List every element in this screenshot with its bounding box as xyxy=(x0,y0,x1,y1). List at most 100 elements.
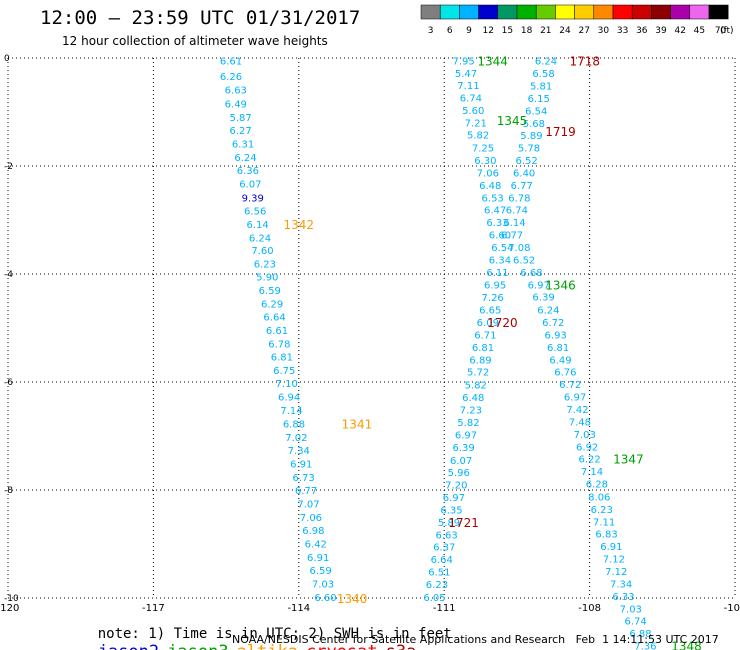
satellite-name-cryosat: cryosat xyxy=(306,642,378,650)
wave-height-value: 6.35 xyxy=(440,505,462,516)
satellite-name-altika: altika xyxy=(237,642,298,650)
wave-height-value: 6.58 xyxy=(532,69,554,80)
wave-height-value: 6.81 xyxy=(547,343,569,354)
wave-height-value: 6.64 xyxy=(431,555,453,566)
wave-height-value: 6.37 xyxy=(433,543,455,554)
pass-number-label: 1348 xyxy=(671,640,702,650)
wave-height-value: 6.65 xyxy=(479,306,501,317)
legend-label: 6 xyxy=(447,26,453,36)
wave-height-value: 6.97 xyxy=(455,430,477,441)
wave-height-value: 6.97 xyxy=(564,393,586,404)
pass-number-label: 1720 xyxy=(487,316,518,330)
wave-height-value: 6.24 xyxy=(537,306,559,317)
satellite-name-jason3: jason3 xyxy=(167,642,228,650)
wave-height-value: 6.51 xyxy=(428,568,450,579)
wave-height-value: 6.23 xyxy=(591,505,613,516)
wave-height-value: 6.76 xyxy=(554,368,576,379)
legend-label: 21 xyxy=(540,26,551,36)
wave-height-value: 5.89 xyxy=(520,131,542,142)
note-text: note: 1) Time is in UTC; 2) SWH is in fe… xyxy=(97,626,452,642)
y-tick-label: -2 xyxy=(4,162,13,172)
wave-height-value: 5.81 xyxy=(530,82,552,93)
wave-height-value: 6.60 xyxy=(314,593,336,604)
wave-height-value: 6.97 xyxy=(443,493,465,504)
wave-height-value: 6.59 xyxy=(259,286,281,297)
wave-height-value: 6.95 xyxy=(484,280,506,291)
wave-height-value: 6.27 xyxy=(230,126,252,137)
x-tick-label: -117 xyxy=(142,603,165,614)
wave-height-value: 5.87 xyxy=(230,113,252,124)
wave-height-value: 7.20 xyxy=(445,481,467,492)
wave-height-value: 6.49 xyxy=(549,355,571,366)
wave-height-value: 6.91 xyxy=(290,460,312,471)
wave-height-value: 6.24 xyxy=(535,57,557,68)
legend-label: 45 xyxy=(694,26,705,36)
wave-height-value: 7.95 xyxy=(452,57,474,68)
wave-height-value: 6.59 xyxy=(309,566,331,577)
wave-height-value: 5.89 xyxy=(438,518,460,529)
wave-height-value: 6.49 xyxy=(225,99,247,110)
wave-height-value: 7.25 xyxy=(472,144,494,155)
wave-height-value: 6.14 xyxy=(246,220,268,231)
wave-height-value: 6.92 xyxy=(576,442,598,453)
wave-height-value: 7.12 xyxy=(605,567,627,578)
wave-height-value: 7.02 xyxy=(285,433,307,444)
satellite-legend: jason2 jason3 altika cryosat s3a xyxy=(98,642,425,650)
wave-height-value: 7.06 xyxy=(477,168,499,179)
y-tick-label: -8 xyxy=(4,486,13,496)
wave-height-value: 6.68 xyxy=(520,268,542,279)
wave-height-value: 5.72 xyxy=(467,368,489,379)
wave-height-value: 5.82 xyxy=(467,131,489,142)
wave-height-value: 6.71 xyxy=(474,330,496,341)
note-row: note: 1) Time is in UTC; 2) SWH is in fe… xyxy=(64,610,460,650)
legend-label: 30 xyxy=(598,26,610,36)
wave-height-value: 6.83 xyxy=(595,530,617,541)
wave-height-value: 7.08 xyxy=(508,243,530,254)
legend-label: 9 xyxy=(466,26,472,36)
wave-height-value: 7.23 xyxy=(460,406,482,417)
pass-number-label: 1347 xyxy=(613,453,644,467)
x-tick-label: -108 xyxy=(578,603,601,614)
wave-height-value: 6.34 xyxy=(489,255,511,266)
legend-label: 70 xyxy=(715,26,727,36)
wave-height-value: 9.39 xyxy=(242,193,264,204)
wave-height-value: 6.73 xyxy=(293,473,315,484)
wave-height-value: 6.11 xyxy=(486,268,508,279)
wave-height-value: 6.30 xyxy=(474,156,496,167)
wave-height-value: 6.78 xyxy=(268,340,290,351)
color-scale-legend: 3 6 9 12 15 18 21 24 27 30 33 36 39 42 45 70(ft) xyxy=(420,4,734,36)
wave-height-value: 7.14 xyxy=(280,406,302,417)
wave-height-value: 6.23 xyxy=(426,580,448,591)
y-tick-label: 0 xyxy=(4,54,10,64)
wave-height-value: 6.81 xyxy=(472,343,494,354)
pass-number-label: 1340 xyxy=(337,592,368,606)
wave-height-value: 7.48 xyxy=(569,417,591,428)
wave-height-value: 5.47 xyxy=(455,69,477,80)
wave-height-value: 6.28 xyxy=(586,480,608,491)
pass-number-label: 1718 xyxy=(569,55,600,69)
x-tick-label: -114 xyxy=(287,603,310,614)
wave-height-value: 6.63 xyxy=(225,85,247,96)
satellite-name-jason2: jason2 xyxy=(98,642,159,650)
wave-height-value: 7.06 xyxy=(300,513,322,524)
pass-number-label: 1346 xyxy=(545,278,576,292)
wave-height-value: 5.90 xyxy=(256,273,278,284)
wave-height-value: 6.61 xyxy=(220,57,242,68)
wave-height-value: 7.14 xyxy=(581,467,603,478)
wave-height-value: 6.77 xyxy=(511,181,533,192)
wave-height-value: 6.97 xyxy=(528,280,550,291)
wave-height-value: 6.52 xyxy=(513,255,535,266)
wave-height-value: 6.75 xyxy=(273,366,295,377)
wave-height-value: 6.88 xyxy=(283,420,305,431)
wave-height-value: 5.96 xyxy=(448,468,470,479)
pass-number-label: 1721 xyxy=(448,516,479,530)
x-tick-label: -111 xyxy=(433,603,456,614)
wave-height-value: 7.11 xyxy=(457,81,479,92)
wave-height-value: 5.60 xyxy=(462,106,484,117)
legend-label: 36 xyxy=(636,26,648,36)
wave-height-value: 7.36 xyxy=(634,642,656,650)
wave-height-value: 6.89 xyxy=(469,355,491,366)
legend-label: 12 xyxy=(482,26,493,36)
x-tick-label: -120 xyxy=(0,603,19,614)
